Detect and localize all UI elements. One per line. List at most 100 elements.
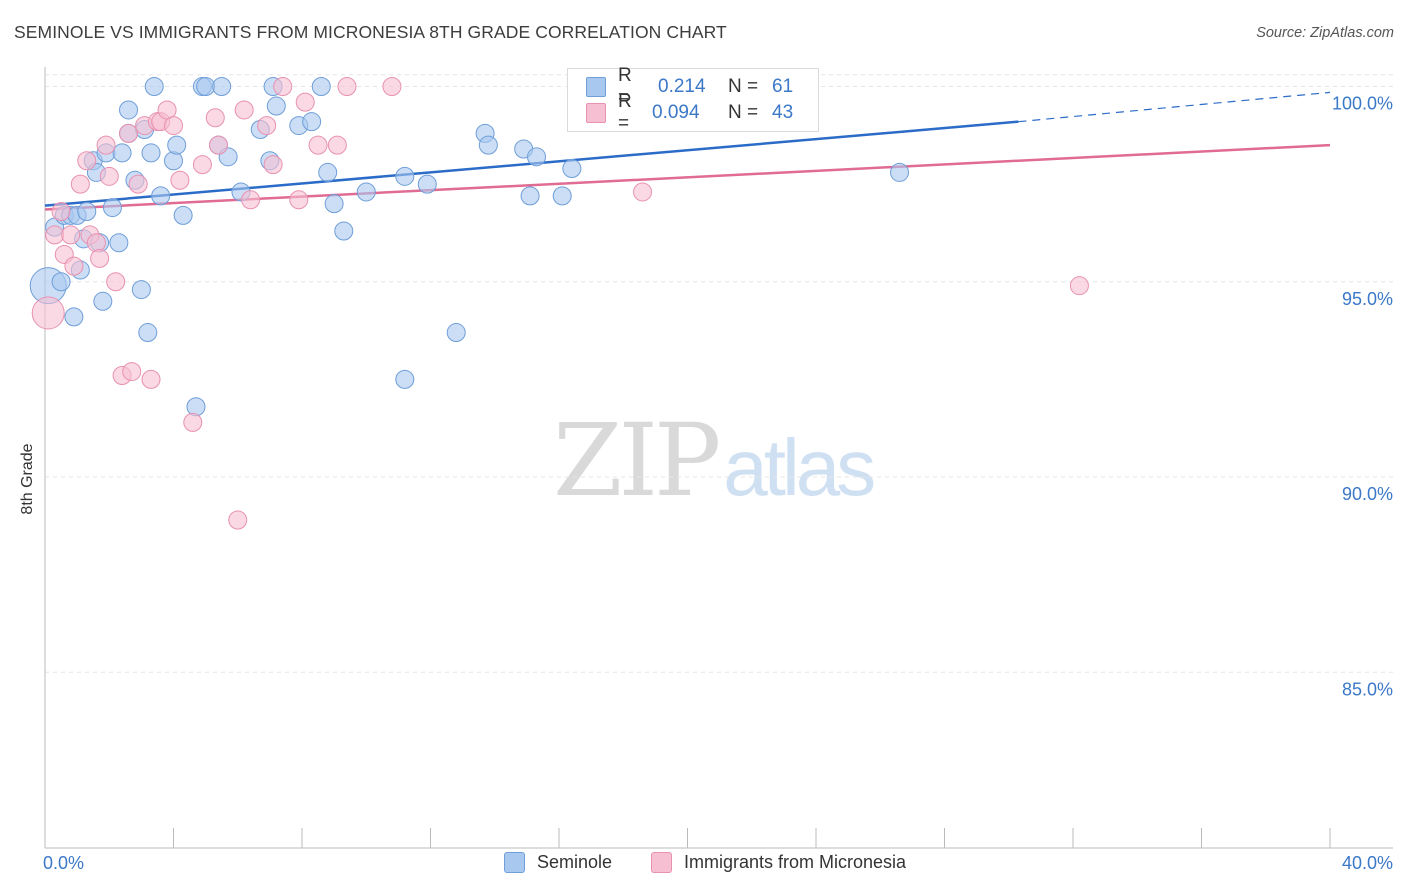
series-legend: Seminole Immigrants from Micronesia xyxy=(0,852,1406,878)
seminole-point xyxy=(324,194,344,214)
seminole-point xyxy=(196,77,216,97)
seminole-point xyxy=(212,77,232,97)
seminole-point xyxy=(141,143,161,163)
y-tick-label: 95.0% xyxy=(1342,289,1393,309)
micronesia-point xyxy=(31,296,65,330)
seminole-legend-swatch xyxy=(504,852,525,873)
micronesia-point xyxy=(70,174,90,194)
micronesia-point xyxy=(273,77,293,97)
r-value: 0.214 xyxy=(658,76,706,97)
n-value: 43 xyxy=(772,102,794,123)
r-value: 0.094 xyxy=(652,102,700,123)
seminole-point xyxy=(266,96,286,116)
seminole-point xyxy=(395,369,415,389)
data-points xyxy=(29,77,1089,530)
micronesia-point xyxy=(90,248,110,268)
micronesia-point xyxy=(86,233,106,253)
legend-item-micronesia[interactable]: Immigrants from Micronesia xyxy=(651,852,906,873)
micronesia-point xyxy=(45,225,65,245)
grid-lines xyxy=(45,74,1393,673)
stats-row-micronesia: R = 0.094 N = 43 xyxy=(586,91,794,134)
seminole-point xyxy=(478,135,498,155)
stats-row-seminole: R = 0.214 N = 61 xyxy=(586,65,794,108)
seminole-point xyxy=(417,174,437,194)
seminole-point xyxy=(138,323,158,343)
seminole-point xyxy=(318,162,338,182)
micronesia-point xyxy=(141,369,161,389)
x-tick-label: 40.0% xyxy=(1342,853,1393,873)
r-label: R = xyxy=(618,91,632,134)
n-value: 61 xyxy=(772,76,794,97)
legend-label: Seminole xyxy=(537,852,613,872)
seminole-point xyxy=(131,280,151,300)
micronesia-point xyxy=(183,412,203,432)
y-tick-label: 90.0% xyxy=(1342,484,1393,504)
seminole-point xyxy=(173,205,193,225)
x-tick-label: 0.0% xyxy=(43,853,84,873)
micronesia-point xyxy=(228,510,248,530)
seminole-point xyxy=(164,151,183,171)
seminole-trend-extension xyxy=(1018,91,1331,123)
micronesia-point xyxy=(119,123,139,143)
seminole-point xyxy=(112,143,132,163)
micronesia-point xyxy=(122,362,142,382)
chart-title: SEMINOLE VS IMMIGRANTS FROM MICRONESIA 8… xyxy=(14,22,727,42)
micronesia-point xyxy=(257,116,277,136)
n-label: N = xyxy=(728,102,759,123)
n-label: N = xyxy=(728,76,759,97)
micronesia-point xyxy=(208,135,228,155)
seminole-point xyxy=(102,198,122,218)
micronesia-point xyxy=(99,166,119,186)
watermark: ZIPatlas xyxy=(553,402,876,519)
y-axis-label: 8th Grade xyxy=(19,443,36,515)
seminole-point xyxy=(520,186,540,206)
micronesia-point xyxy=(128,174,148,194)
watermark-atlas: atlas xyxy=(723,423,876,512)
tick-labels: 85.0% 90.0% 95.0% 100.0% 0.0% 40.0% xyxy=(43,94,1393,873)
y-tick-label: 85.0% xyxy=(1342,679,1393,699)
r-label: R = xyxy=(618,65,632,108)
micronesia-point xyxy=(96,135,116,155)
micronesia-point xyxy=(289,190,309,210)
micronesia-point xyxy=(192,155,212,175)
micronesia-point xyxy=(170,170,190,190)
legend-label: Immigrants from Micronesia xyxy=(684,852,907,872)
seminole-point xyxy=(446,323,466,343)
seminole-point xyxy=(356,182,376,202)
source-label: Source: ZipAtlas.com xyxy=(1256,25,1394,41)
micronesia-point xyxy=(164,116,183,136)
micronesia-point xyxy=(64,256,84,276)
seminole-point xyxy=(552,186,572,206)
micronesia-point xyxy=(241,190,261,210)
seminole-point xyxy=(334,221,354,241)
seminole-point xyxy=(93,291,113,311)
micronesia-legend-swatch xyxy=(651,852,672,873)
seminole-point xyxy=(395,166,415,186)
micronesia-point xyxy=(633,182,653,202)
seminole-point xyxy=(151,186,171,206)
seminole-point xyxy=(527,147,547,167)
seminole-point xyxy=(144,77,164,97)
micronesia-point xyxy=(337,77,357,97)
micronesia-point xyxy=(51,201,71,221)
seminole-point xyxy=(302,112,322,132)
stats-legend: R = 0.214 N = 61 R = 0.094 N = 43 xyxy=(567,65,819,134)
micronesia-point xyxy=(308,135,328,155)
seminole-point xyxy=(109,233,129,253)
micronesia-point xyxy=(1069,276,1089,296)
axes xyxy=(44,67,1393,849)
seminole-point xyxy=(186,397,206,417)
micronesia-point xyxy=(382,77,402,97)
micronesia-point xyxy=(77,151,97,171)
seminole-swatch xyxy=(586,77,606,97)
micronesia-point xyxy=(295,92,315,112)
seminole-point xyxy=(890,162,910,182)
seminole-point xyxy=(562,159,582,179)
watermark-zip: ZIP xyxy=(553,402,721,519)
micronesia-point xyxy=(61,225,81,245)
seminole-point xyxy=(64,307,84,327)
legend-item-seminole[interactable]: Seminole xyxy=(504,852,612,873)
seminole-point xyxy=(51,272,71,292)
micronesia-point xyxy=(327,135,347,155)
